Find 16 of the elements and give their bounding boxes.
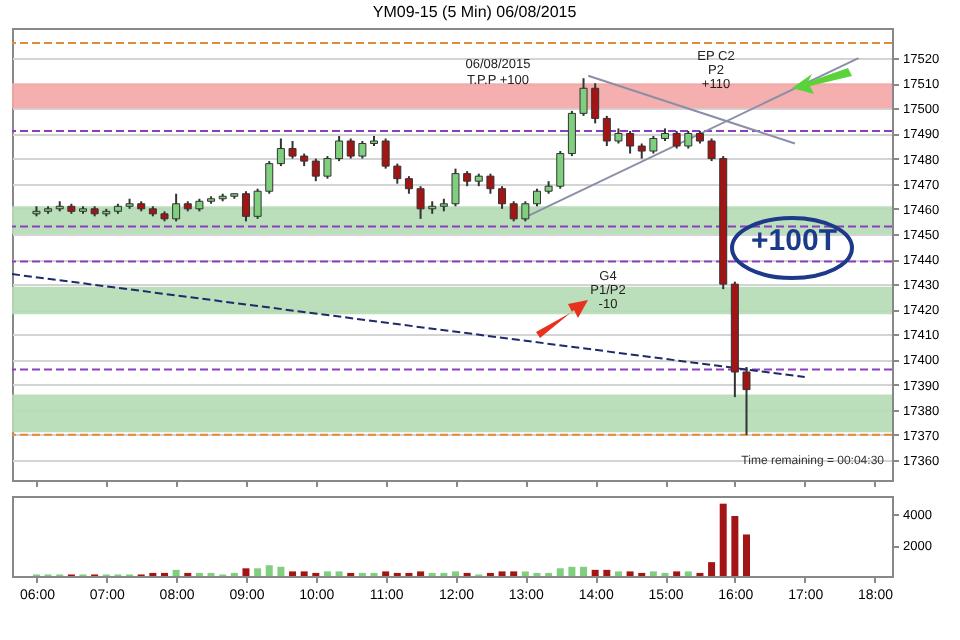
bar bbox=[265, 565, 273, 576]
bar bbox=[580, 566, 588, 576]
bar bbox=[708, 562, 716, 576]
bar bbox=[568, 566, 576, 576]
bar bbox=[731, 516, 739, 576]
chart-title: YM09-15 (5 Min) 06/08/2015 bbox=[372, 3, 578, 21]
bar bbox=[743, 534, 750, 576]
bar bbox=[719, 503, 727, 576]
bar bbox=[172, 569, 180, 576]
bar bbox=[242, 568, 250, 576]
bar bbox=[277, 566, 285, 576]
annotation: +100T bbox=[751, 224, 837, 258]
bar bbox=[603, 569, 611, 576]
bar bbox=[254, 568, 262, 576]
bar bbox=[591, 569, 599, 576]
bar bbox=[556, 568, 564, 576]
